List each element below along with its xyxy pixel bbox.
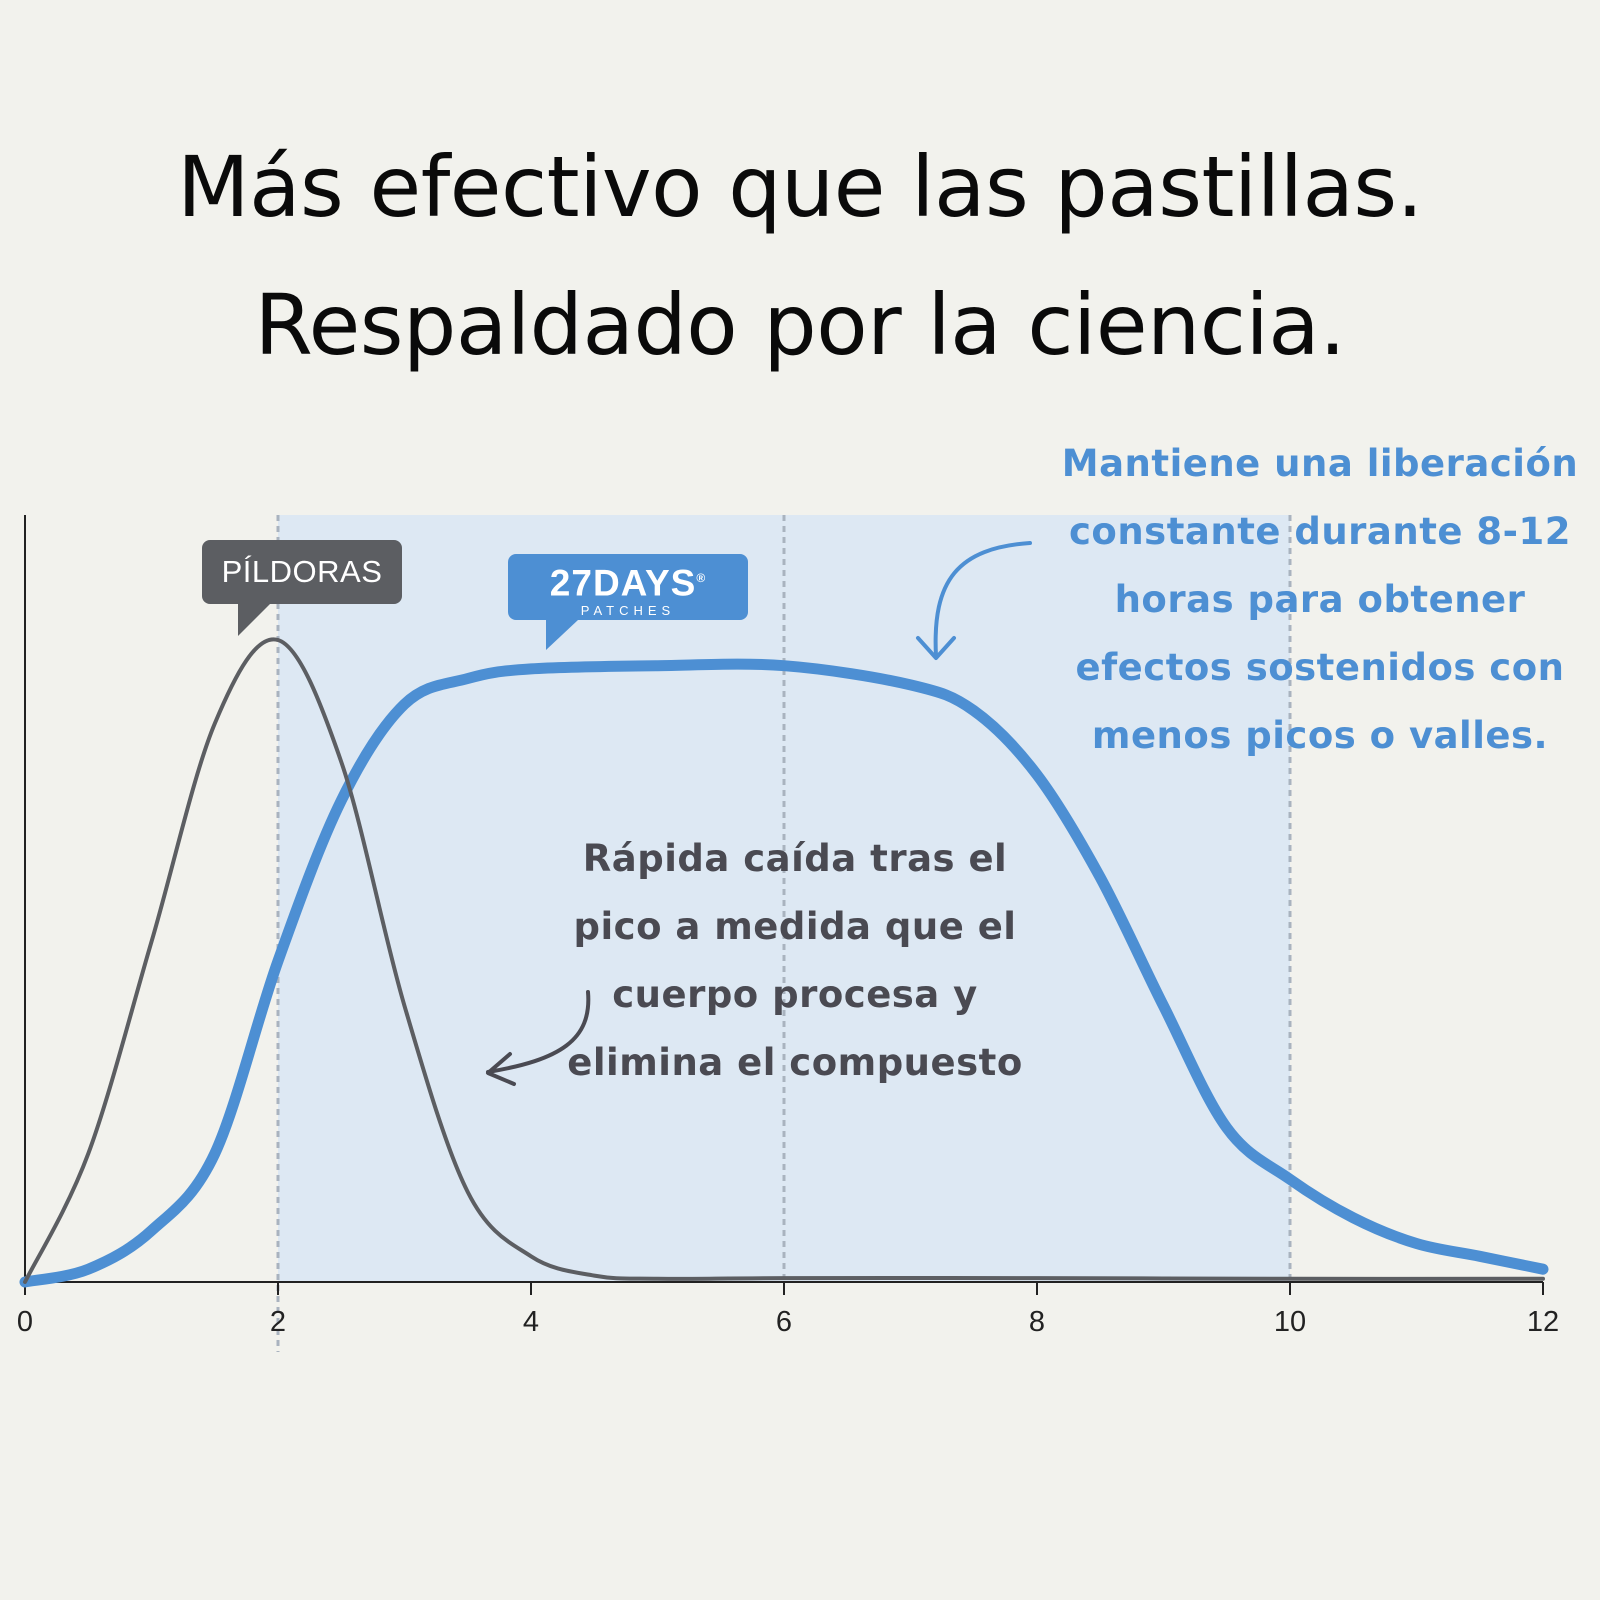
pills-tag-pointer: [238, 604, 270, 636]
dashed-gridlines: [276, 515, 1292, 1352]
headline-line-1: Más efectivo que las pastillas.: [177, 138, 1423, 236]
x-tick-label-8: 8: [1029, 1306, 1045, 1338]
pill-note-arrow-head: [486, 1052, 516, 1086]
brand-subtitle: PATCHES: [580, 603, 676, 619]
patch-annotation: Mantiene una liberación constante durant…: [1061, 442, 1579, 757]
pills-tag: PÍLDORAS: [202, 540, 402, 604]
x-tick-label-0: 0: [17, 1306, 33, 1338]
headline: Más efectivo que las pastillas. Respalda…: [0, 118, 1600, 394]
patch-series-line: [19, 658, 1549, 1288]
pill-note-arrow: [486, 990, 591, 1074]
headline-line-2: Respaldado por la ciencia.: [254, 276, 1346, 374]
x-tick-label-6: 6: [776, 1306, 792, 1338]
patch-note-arrow-head: [916, 636, 956, 660]
x-tick-label-12: 12: [1527, 1306, 1559, 1338]
pill-annotation: Rápida caída tras el pico a medida que e…: [567, 837, 1023, 1084]
registered-mark: ®: [696, 571, 707, 585]
x-tick-label-2: 2: [270, 1306, 286, 1338]
brand-tag: 27DAYS® PATCHES: [508, 554, 748, 620]
pill-series-line: [23, 637, 1545, 1284]
x-tick-label-10: 10: [1274, 1306, 1306, 1338]
x-ticks: 0 2 4 6 8 10 12: [17, 1282, 1559, 1338]
patch-note-arrow: [933, 541, 1032, 658]
brand-name: 27DAYS: [549, 562, 697, 604]
brand-logo-text: 27DAYS®: [508, 554, 748, 603]
brand-tag-pointer: [546, 620, 578, 650]
x-tick-label-4: 4: [523, 1306, 539, 1338]
